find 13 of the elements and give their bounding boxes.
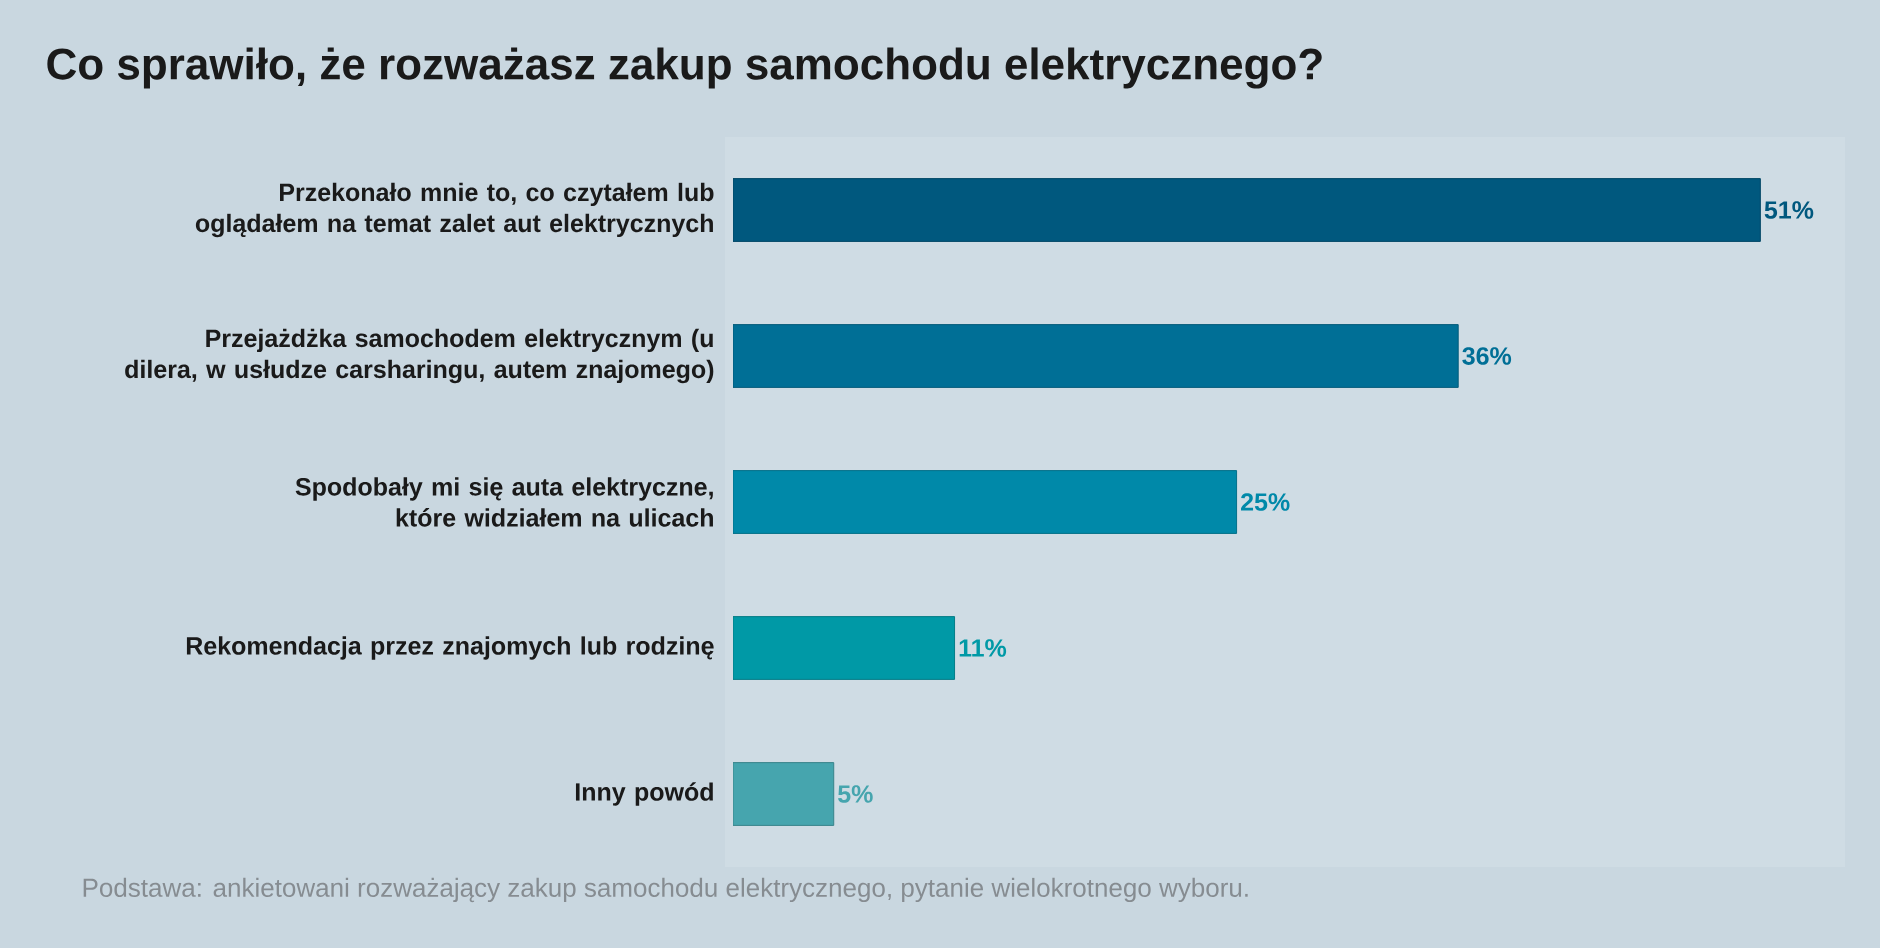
chart-title: Co sprawiło, że rozważasz zakup samochodu elektrycznego?	[47, 47, 1322, 89]
y-tick-label: Spodobały mi się auta elektryczne, które widziałem na ulicach	[295, 477, 713, 527]
data-label: 25%	[1241, 493, 1290, 511]
y-tick-label: Przejażdżka samochodem elektrycznym (u dilera, w usłudze carsharingu, autem znajomego)	[125, 328, 714, 384]
y-tick-label: Przekonało mnie to, co czytałem lub oglądałem na temat zalet aut elektrycznych	[195, 182, 714, 238]
y-tick-label: Inny powód	[575, 782, 713, 806]
data-label: 11%	[959, 639, 1007, 657]
text: Podstawa: ankietowani rozważający zakup samochodu elektrycznego, pytanie wielokrotnego wyboru.	[83, 877, 1248, 903]
data-label: 51%	[1764, 201, 1814, 219]
data-label: 5%	[838, 785, 873, 803]
bar	[733, 470, 1238, 534]
data-label: 36%	[1462, 347, 1512, 365]
y-tick-label: Rekomendacja przez znajomych lub rodzinę	[186, 636, 714, 660]
